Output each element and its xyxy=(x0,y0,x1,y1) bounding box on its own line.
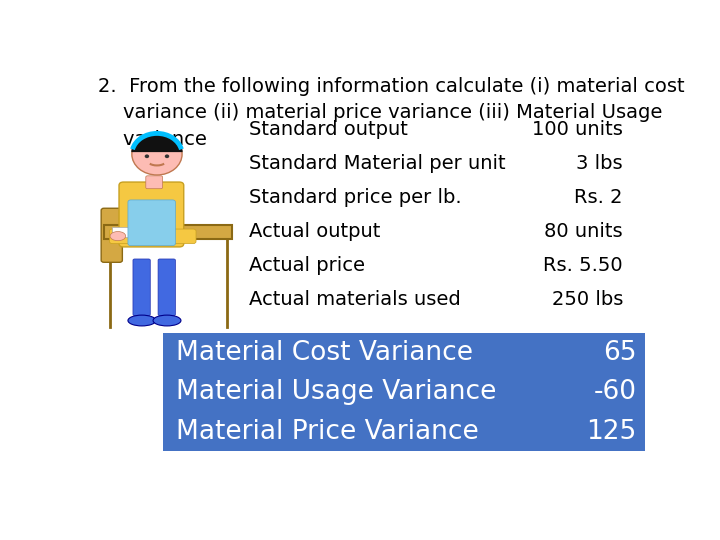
Text: Material Price Variance: Material Price Variance xyxy=(176,418,480,445)
Text: -60: -60 xyxy=(594,379,637,405)
Text: Standard Material per unit: Standard Material per unit xyxy=(249,154,505,173)
Text: 65: 65 xyxy=(603,340,637,366)
FancyBboxPatch shape xyxy=(145,176,163,188)
Text: Actual materials used: Actual materials used xyxy=(249,290,461,309)
FancyBboxPatch shape xyxy=(158,259,176,315)
Text: 3 lbs: 3 lbs xyxy=(576,154,623,173)
FancyBboxPatch shape xyxy=(109,229,145,244)
Wedge shape xyxy=(131,133,183,152)
FancyBboxPatch shape xyxy=(168,229,196,244)
Text: Standard output: Standard output xyxy=(249,120,408,139)
FancyBboxPatch shape xyxy=(101,208,122,262)
Text: Actual output: Actual output xyxy=(249,222,380,241)
Ellipse shape xyxy=(165,154,169,158)
Text: 80 units: 80 units xyxy=(544,222,623,241)
Text: Material Usage Variance: Material Usage Variance xyxy=(176,379,497,405)
Text: 100 units: 100 units xyxy=(532,120,623,139)
Text: Material Cost Variance: Material Cost Variance xyxy=(176,340,474,366)
Ellipse shape xyxy=(128,315,156,326)
Text: Rs. 2: Rs. 2 xyxy=(575,188,623,207)
Text: variance (ii) material price variance (iii) Material Usage: variance (ii) material price variance (i… xyxy=(99,104,662,123)
FancyBboxPatch shape xyxy=(104,225,233,239)
Text: Actual price: Actual price xyxy=(249,256,365,275)
Text: Standard price per lb.: Standard price per lb. xyxy=(249,188,462,207)
Text: Rs. 5.50: Rs. 5.50 xyxy=(544,256,623,275)
FancyBboxPatch shape xyxy=(133,259,150,315)
Ellipse shape xyxy=(110,232,126,241)
Text: variance: variance xyxy=(99,130,207,148)
Ellipse shape xyxy=(153,315,181,326)
FancyBboxPatch shape xyxy=(163,333,645,451)
Ellipse shape xyxy=(145,154,149,158)
Text: 2.  From the following information calculate (i) material cost: 2. From the following information calcul… xyxy=(99,77,685,96)
FancyBboxPatch shape xyxy=(112,227,163,238)
Text: 250 lbs: 250 lbs xyxy=(552,290,623,309)
Text: 125: 125 xyxy=(587,418,637,445)
Ellipse shape xyxy=(132,133,182,175)
FancyBboxPatch shape xyxy=(128,200,176,246)
FancyBboxPatch shape xyxy=(119,182,184,247)
